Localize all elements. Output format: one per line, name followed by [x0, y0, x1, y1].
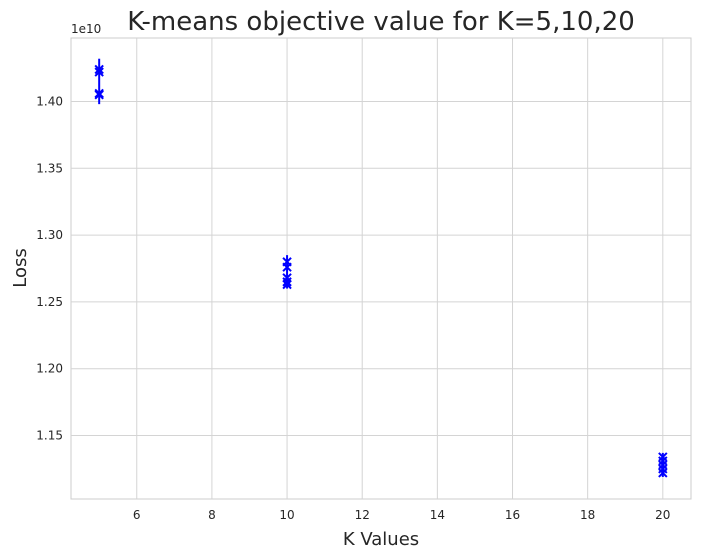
marker-stroke [282, 277, 292, 287]
tick-layer: 6 8 10 12 14 16 18 20 1.15 1.20 1.25 1.30 1.35 1.40 [36, 94, 670, 522]
data-point-marker [94, 64, 104, 75]
x-tick-label: 16 [505, 508, 520, 522]
data-point-marker [94, 90, 104, 100]
data-point-marker [282, 262, 292, 272]
x-tick-label: 18 [580, 508, 595, 522]
marker-stroke [94, 90, 104, 100]
marker-stroke [282, 279, 292, 290]
x-tick-label: 10 [279, 508, 294, 522]
marker-stroke [658, 468, 668, 478]
data-point-marker [282, 277, 292, 287]
data-point-marker [658, 468, 668, 478]
x-axis-label: K Values [343, 529, 419, 550]
y-tick-label: 1.25 [36, 295, 63, 309]
plot-area [70, 37, 692, 500]
y-tick-label: 1.35 [36, 161, 63, 175]
x-tick-label: 8 [208, 508, 216, 522]
marker-stroke [282, 262, 292, 272]
y-tick-label: 1.15 [36, 429, 63, 443]
data-point-marker [94, 67, 104, 77]
x-tick-label: 20 [655, 508, 670, 522]
x-tick-label: 12 [355, 508, 370, 522]
marker-stroke [94, 67, 104, 77]
y-tick-label: 1.40 [36, 94, 63, 108]
chart-title: K-means objective value for K=5,10,20 [127, 7, 635, 37]
x-tick-label: 14 [430, 508, 445, 522]
y-axis-label: Loss [10, 248, 31, 287]
y-tick-label: 1.20 [36, 362, 63, 376]
marker-stroke [94, 64, 104, 75]
data-point-marker [282, 279, 292, 290]
grid-layer [71, 38, 691, 499]
y-tick-label: 1.30 [36, 228, 63, 242]
y-axis-offset-label: 1e10 [71, 22, 101, 36]
marker-layer [94, 64, 668, 478]
x-tick-label: 6 [133, 508, 141, 522]
